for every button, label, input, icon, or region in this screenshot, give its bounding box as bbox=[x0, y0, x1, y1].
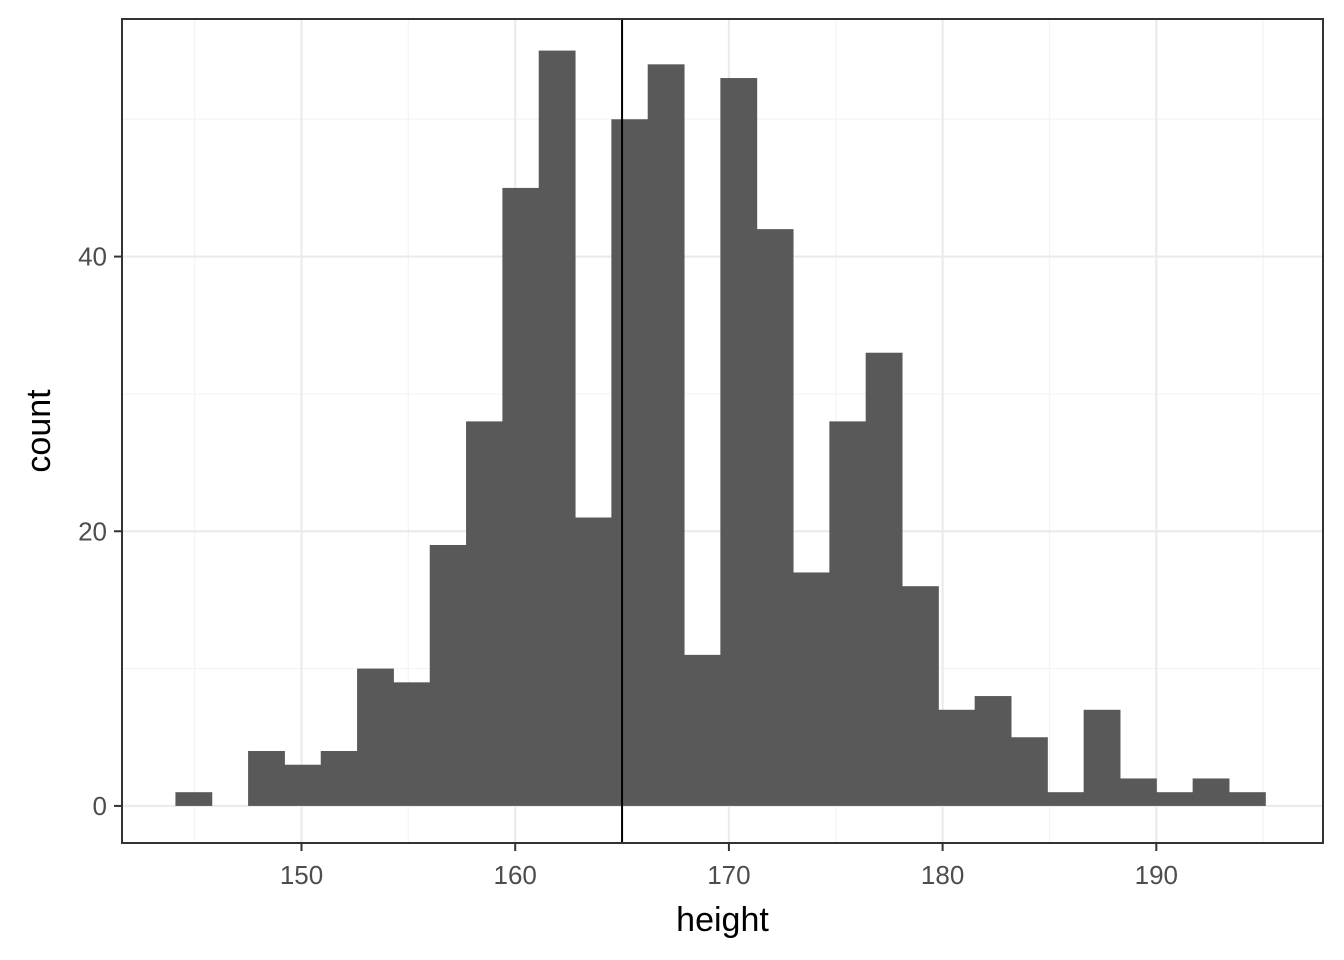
histogram-bar bbox=[865, 352, 903, 806]
histogram-bar bbox=[938, 709, 976, 806]
histogram-bar bbox=[1228, 792, 1266, 806]
y-axis-title: count bbox=[20, 389, 58, 473]
axis-ticks bbox=[114, 255, 1158, 851]
histogram-bar bbox=[1156, 792, 1194, 806]
x-tick-label: 170 bbox=[707, 860, 750, 890]
histogram-bar bbox=[1083, 709, 1121, 806]
histogram-bar bbox=[248, 750, 285, 806]
histogram-bar bbox=[357, 668, 394, 806]
panel-border bbox=[121, 18, 1324, 844]
x-axis-title: height bbox=[676, 901, 769, 939]
histogram-bar bbox=[393, 682, 431, 806]
histogram-bar bbox=[611, 119, 649, 806]
histogram-bar bbox=[756, 229, 794, 806]
x-tick-label: 160 bbox=[494, 860, 537, 890]
x-tick-label: 150 bbox=[280, 860, 323, 890]
axis-tick-labels: 150 160 170 180 190 0 20 40 bbox=[78, 242, 1178, 890]
y-tick-label: 20 bbox=[78, 516, 107, 546]
histogram-bar bbox=[1047, 792, 1085, 806]
histogram-bar bbox=[647, 64, 685, 806]
histogram-bar bbox=[320, 750, 358, 806]
histogram-bar bbox=[429, 544, 467, 806]
histogram-bar bbox=[538, 50, 576, 806]
y-tick-label: 40 bbox=[78, 242, 107, 272]
histogram-bar bbox=[284, 764, 322, 806]
histogram-bar bbox=[829, 421, 867, 806]
histogram-bar bbox=[175, 792, 213, 806]
histogram-bar bbox=[1192, 778, 1230, 806]
histogram-bar bbox=[466, 421, 503, 806]
histogram-bar bbox=[974, 696, 1012, 806]
histogram-bar bbox=[684, 654, 721, 806]
histogram-bars bbox=[175, 50, 1266, 806]
histogram-bar bbox=[902, 586, 939, 806]
histogram-bar bbox=[502, 187, 540, 806]
histogram-bar bbox=[575, 517, 612, 806]
x-tick-label: 180 bbox=[921, 860, 964, 890]
y-tick-label: 0 bbox=[93, 791, 107, 821]
histogram-bar bbox=[1010, 737, 1048, 806]
histogram-bar bbox=[793, 572, 830, 806]
x-tick-label: 190 bbox=[1135, 860, 1178, 890]
histogram-bar bbox=[720, 78, 758, 806]
histogram-bar bbox=[1119, 778, 1157, 806]
